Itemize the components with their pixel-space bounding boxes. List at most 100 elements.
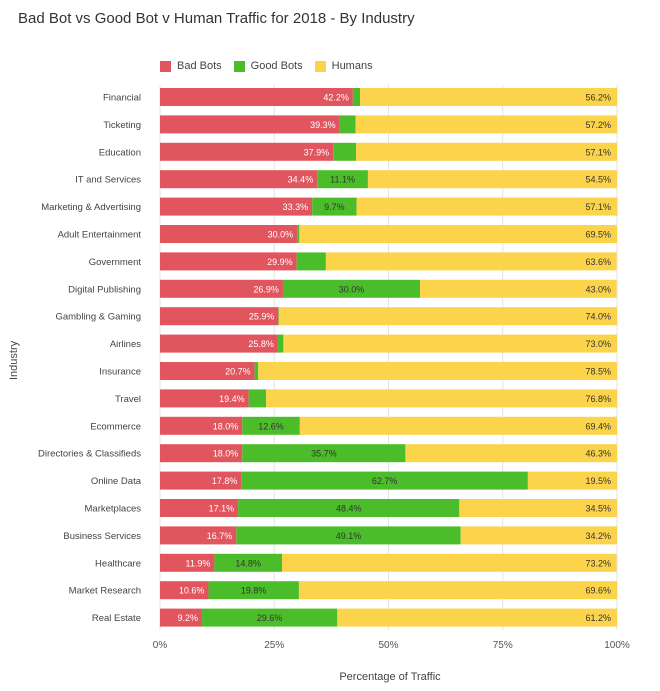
bar-segment-bad-bots [160,416,243,435]
data-label: 37.9% [304,147,330,157]
data-label: 18.0% [213,421,239,431]
bar-segment-good-bots [296,252,326,271]
data-label: 46.3% [585,449,611,459]
data-label: 10.6% [179,586,205,596]
category-label: Directories & Classifieds [38,449,141,460]
bar-segment-bad-bots [160,581,209,600]
bar-segment-bad-bots [160,526,237,545]
category-label: Adult Entertainment [58,230,142,241]
data-label: 19.5% [585,476,611,486]
x-axis-label: Percentage of Traffic [339,671,441,683]
data-label: 57.2% [585,120,611,130]
data-label: 30.0% [268,230,294,240]
legend-item: Humans [314,60,373,72]
y-axis-label: Industry [8,340,20,380]
data-label: 17.8% [212,476,238,486]
bar-segment-humans [420,279,617,298]
data-label: 61.2% [585,613,611,623]
legend-label: Good Bots [250,60,303,72]
bar-segment-humans [460,526,617,545]
category-label: Government [89,257,142,268]
data-label: 34.5% [585,504,611,514]
bar-segment-good-bots [238,499,460,517]
bar-segment-good-bots [333,142,357,161]
x-tick-label: 50% [378,640,398,651]
data-label: 29.9% [267,257,293,267]
category-label: Online Data [91,476,142,487]
bar-segment-humans [367,170,617,189]
category-label: Ticketing [103,120,141,131]
bar-segment-good-bots [242,416,300,435]
bar-segment-good-bots [277,334,284,353]
bar-segment-humans [459,499,617,517]
bar-segment-bad-bots [160,389,249,408]
data-label: 14.8% [235,558,261,568]
bar-segment-good-bots [278,307,279,326]
data-label: 69.6% [585,586,611,596]
data-label: 9.2% [178,613,199,623]
bar-segment-bad-bots [160,608,203,627]
legend-swatch [160,60,171,72]
bar-segment-good-bots [254,362,259,380]
bar-segment-humans [282,553,617,572]
bar-segment-good-bots [202,608,338,627]
bar-segment-bad-bots [160,170,318,189]
bar-segment-bad-bots [160,279,283,298]
category-label: Healthcare [95,558,141,569]
data-label: 57.1% [585,147,611,157]
bar-segment-humans [356,142,617,161]
bar-segment-humans [299,416,617,435]
category-label: Airlines [110,339,141,350]
data-label: 39.3% [310,120,336,130]
bar-segment-bad-bots [160,362,255,380]
category-label: Marketplaces [85,504,142,515]
data-label: 73.0% [585,339,611,349]
bar-segment-bad-bots [160,115,340,134]
data-label: 42.2% [323,93,349,103]
bar-segment-good-bots [282,279,421,298]
data-label: 20.7% [225,367,251,377]
chart-title: Bad Bot vs Good Bot v Human Traffic for … [18,10,415,27]
bar-segment-good-bots [208,581,299,600]
data-label: 33.3% [283,202,309,212]
category-label: Business Services [63,531,141,542]
legend-label: Bad Bots [177,60,222,72]
category-label: Market Research [69,586,141,597]
bar-segment-humans [258,362,617,380]
legend-swatch [314,60,326,72]
bar-segment-humans [360,88,617,106]
bar-segment-humans [325,252,617,271]
legend-item: Good Bots [233,60,303,72]
data-label: 76.8% [585,394,611,404]
bar-segment-good-bots [352,88,361,106]
bar-segment-good-bots [248,389,267,408]
bar-segment-bad-bots [160,444,243,463]
bar-segment-bad-bots [160,553,215,572]
data-label: 69.5% [585,230,611,240]
category-label: Marketing & Advertising [41,202,141,213]
bar-segment-bad-bots [160,334,278,353]
data-label: 34.2% [585,531,611,541]
category-label: Ecommerce [90,421,141,432]
legend-label: Humans [331,60,373,72]
bar-segment-bad-bots [160,499,239,517]
data-label: 25.9% [249,312,275,322]
legend-item: Bad Bots [160,60,222,72]
data-label: 19.4% [219,394,245,404]
data-label: 63.6% [585,257,611,267]
bar-segment-good-bots [236,526,461,545]
bar-segment-humans [356,197,618,216]
bar-segment-good-bots [317,170,368,189]
bar-segment-bad-bots [160,225,298,243]
data-label: 73.2% [585,558,611,568]
x-tick-label: 75% [493,640,513,651]
bar-segment-bad-bots [160,88,353,106]
bar-segment-humans [355,115,617,134]
bar-segment-bad-bots [160,252,297,271]
data-label: 69.4% [585,421,611,431]
bar-segment-good-bots [241,471,528,490]
data-label: 54.5% [585,175,611,185]
data-label: 49.1% [336,531,362,541]
bar-segment-humans [527,471,617,490]
